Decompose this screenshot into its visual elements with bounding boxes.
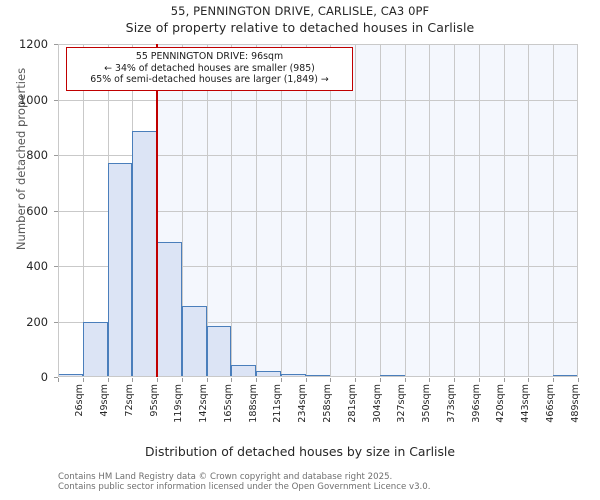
annotation-line-smaller: ← 34% of detached houses are smaller (98… [104, 62, 315, 74]
y-axis-label: Number of detached properties [14, 67, 28, 251]
x-axis-tick-mark [181, 378, 183, 382]
chart-subtitle: Size of property relative to detached ho… [125, 20, 475, 35]
y-axis-tick-mark [54, 210, 58, 212]
histogram-bar [58, 374, 83, 377]
histogram-bar [157, 241, 182, 377]
x-axis-tick-label: 466sqm [544, 384, 556, 423]
x-axis-tick-mark [404, 378, 406, 382]
x-axis-tick-mark [429, 378, 431, 382]
plot-area [58, 44, 578, 377]
histogram-bar [280, 374, 306, 377]
x-axis-tick-mark [206, 378, 208, 382]
x-axis-tick-mark [578, 378, 579, 382]
histogram-bar [231, 365, 257, 377]
x-axis-tick-label: 489sqm [569, 384, 581, 423]
annotation-line-larger: 65% of semi-detached houses are larger (… [90, 74, 329, 86]
y-axis-tick-label: 200 [26, 314, 48, 329]
x-axis-tick-label: 211sqm [272, 384, 284, 423]
y-axis-tick-mark [54, 377, 58, 378]
x-axis-tick-label: 350sqm [421, 384, 433, 423]
x-axis-tick-label: 281sqm [346, 384, 358, 423]
x-axis-tick-label: 95sqm [148, 384, 160, 417]
histogram-bar [206, 325, 232, 377]
y-axis-tick-label: 800 [26, 148, 48, 162]
y-axis-tick-mark [54, 99, 58, 101]
y-axis-tick-label: 1000 [19, 92, 48, 107]
x-axis-tick-label: 396sqm [470, 384, 482, 423]
footer-line-2: Contains public sector information licen… [58, 482, 431, 493]
histogram-bar [132, 131, 158, 377]
y-axis-tick-label: 0 [40, 370, 48, 384]
footer-line-1: Contains HM Land Registry data © Crown c… [58, 472, 393, 482]
grid-line-horizontal [58, 210, 578, 212]
x-axis-tick-label: 188sqm [247, 384, 259, 423]
x-axis-tick-mark [478, 378, 480, 382]
x-axis-tick-mark [503, 378, 505, 382]
x-axis-tick-mark [231, 378, 233, 382]
x-axis-tick-mark [454, 378, 456, 382]
x-axis-tick-mark [330, 378, 332, 382]
x-axis-tick-label: 258sqm [322, 384, 333, 423]
x-axis-tick-label: 234sqm [297, 384, 309, 423]
y-axis-tick-mark [54, 44, 58, 45]
y-axis-tick-mark [54, 266, 58, 267]
x-axis-tick-mark [280, 378, 282, 382]
grid-line-horizontal [58, 99, 578, 101]
histogram-bar [305, 375, 331, 377]
x-axis-tick-mark [82, 378, 84, 382]
page-title: 55, PENNINGTON DRIVE, CARLISLE, CA3 0PF [170, 4, 430, 18]
histogram-bar [82, 321, 108, 377]
x-axis-tick-label: 327sqm [396, 384, 408, 423]
x-axis-tick-mark [157, 378, 159, 382]
grid-line-horizontal [58, 266, 578, 267]
y-axis-tick-label: 1200 [19, 37, 48, 51]
histogram-bar [553, 375, 578, 377]
histogram-bar [107, 163, 133, 377]
x-axis-tick-mark [528, 378, 530, 382]
x-axis-tick-mark [379, 378, 381, 382]
x-axis-tick-mark [355, 378, 357, 382]
histogram-bar [256, 371, 281, 377]
x-axis-tick-label: 420sqm [495, 384, 507, 423]
y-axis-tick-label: 600 [26, 203, 48, 218]
grid-line-horizontal [58, 44, 578, 45]
x-axis-tick-label: 142sqm [198, 384, 210, 423]
y-axis-tick-mark [54, 321, 58, 323]
x-axis-tick-mark [58, 378, 59, 382]
y-axis-tick-mark [54, 155, 58, 156]
annotation-line-address: 55 PENNINGTON DRIVE: 96sqm [135, 51, 284, 62]
histogram-bar [181, 306, 207, 377]
y-axis-tick-label: 400 [26, 259, 48, 273]
x-axis-tick-mark [107, 378, 109, 382]
x-axis-tick-mark [305, 378, 307, 382]
x-axis-label: Distribution of detached houses by size … [145, 444, 455, 459]
histogram-bar [379, 375, 405, 377]
grid-line-horizontal [58, 155, 578, 156]
x-axis-tick-label: 304sqm [371, 384, 383, 423]
x-axis-tick-mark [132, 378, 134, 382]
x-axis-tick-label: 49sqm [99, 384, 111, 417]
x-axis-tick-label: 373sqm [445, 384, 457, 423]
grid-line-horizontal [58, 321, 578, 323]
x-axis-tick-label: 443sqm [520, 384, 532, 423]
x-axis-tick-label: 119sqm [173, 384, 185, 423]
x-axis-tick-mark [256, 378, 258, 382]
x-axis-tick-label: 26sqm [74, 384, 86, 417]
attribution-footer: Contains HM Land Registry data © Crown c… [58, 472, 578, 493]
property-annotation-box: 55 PENNINGTON DRIVE: 96sqm ← 34% of deta… [66, 47, 353, 91]
x-axis-tick-label: 165sqm [222, 384, 234, 423]
x-axis-tick-mark [553, 378, 555, 382]
x-axis-tick-label: 72sqm [123, 384, 135, 417]
property-size-marker-line [156, 44, 159, 377]
